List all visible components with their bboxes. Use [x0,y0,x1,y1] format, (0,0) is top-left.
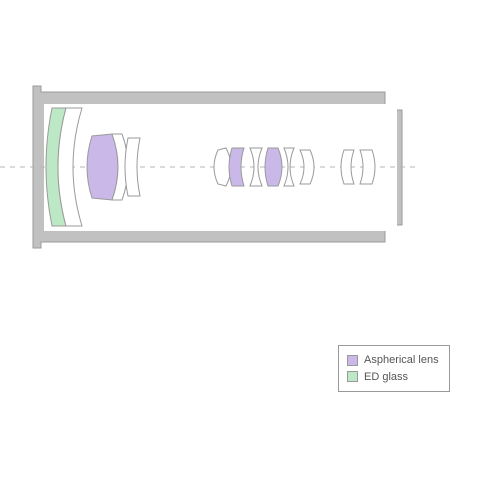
lens-element-2-aspherical [87,134,118,200]
legend-swatch-ed [347,371,358,382]
lens-element-8-aspherical [265,148,282,186]
legend-swatch-aspherical [347,355,358,366]
legend-label: ED glass [364,369,408,386]
legend-row-aspherical: Aspherical lens [347,352,439,369]
legend-row-ed: ED glass [347,369,439,386]
legend: Aspherical lensED glass [338,345,450,392]
lens-cross-section-diagram [0,0,500,500]
legend-label: Aspherical lens [364,352,439,369]
lens-element-5-white [214,148,231,186]
